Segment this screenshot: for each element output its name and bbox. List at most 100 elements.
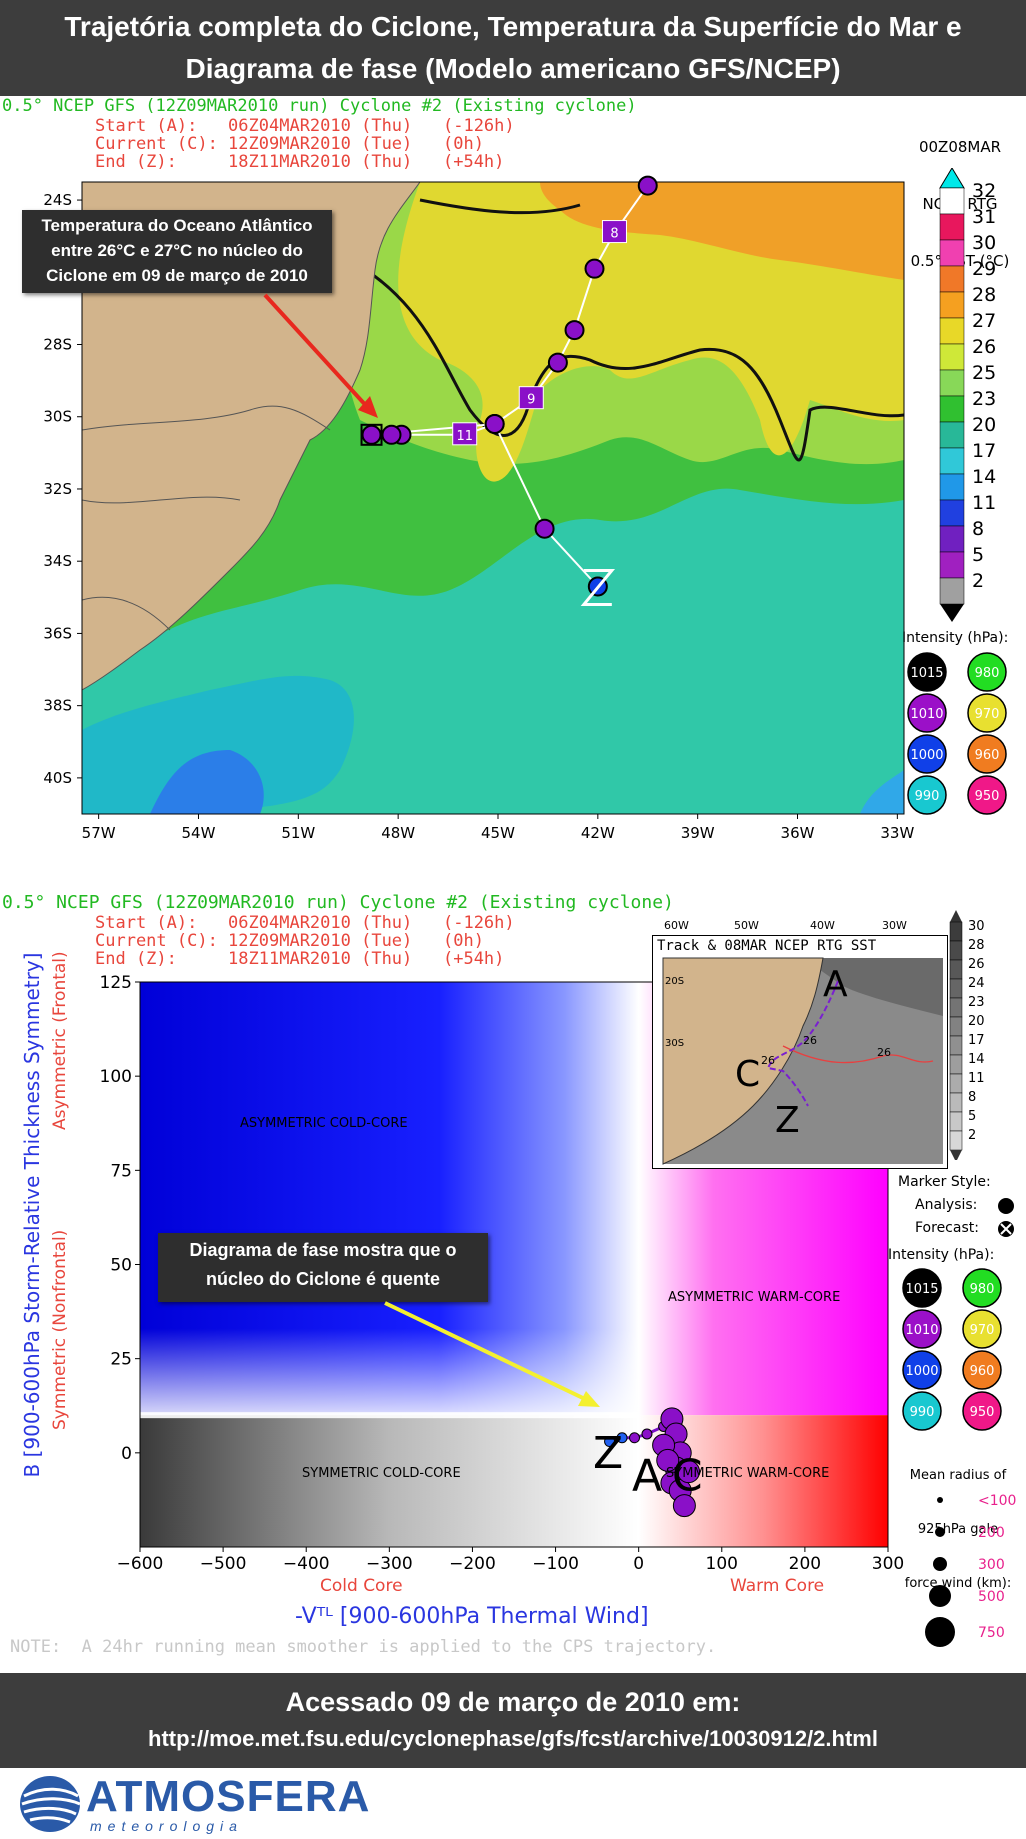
start-square <box>360 423 383 446</box>
intensity-circle <box>902 1350 942 1390</box>
scale-label: 32 <box>972 180 996 202</box>
intensity-label: 950 <box>975 789 1000 804</box>
phase-x-warm: Warm Core <box>730 1576 825 1596</box>
scale-label: 2 <box>972 570 984 592</box>
phase-intensity-legend: 1015 980 1010 970 1000 960 990 950 <box>902 1268 1002 1431</box>
y-tick-label: 100 <box>100 1067 132 1087</box>
inset-warm-water <box>803 958 943 1016</box>
cyclone-phase-diagram: −600 −500 −400 −300 −200 −100 0 100 200 300 0 25 50 7… <box>100 973 905 1574</box>
scale-label: 31 <box>972 206 996 228</box>
inset-scale-bin <box>949 959 963 980</box>
scale-bin <box>939 369 965 397</box>
intensity-label: 1000 <box>910 748 943 763</box>
inset-land <box>662 957 824 1165</box>
logo-subtext: meteorologia <box>90 1818 243 1834</box>
radius-title: Mean radius of 925hPa gale force wind (k… <box>890 1431 1026 1611</box>
inset-lat-30s: 30S <box>665 1038 684 1049</box>
ocean-17c-patch <box>860 770 904 814</box>
intensity-label: 1010 <box>910 707 943 722</box>
scale-bin <box>939 473 965 501</box>
inset-scale-bin <box>949 978 963 999</box>
inset-scale-bin <box>949 1016 963 1037</box>
scale-bin <box>939 187 965 215</box>
y-tick-label: 125 <box>100 973 132 993</box>
radius-dot <box>937 1497 943 1503</box>
phase-letter-z: Z <box>593 1428 623 1479</box>
track-point <box>564 320 585 341</box>
contour-28c <box>419 198 581 215</box>
x-tick-label: 0 <box>633 1554 644 1574</box>
inset-scale-label: 8 <box>968 1090 976 1105</box>
inset-scale-bars: 30 28 26 24 23 20 17 14 11 8 5 2 <box>949 910 985 1160</box>
ocean-20c-patch <box>82 675 354 814</box>
x-tick-label: 100 <box>706 1554 738 1574</box>
end-z-marker <box>580 568 616 606</box>
sst-scale-bars: 32 31 30 29 28 27 26 25 23 20 17 14 11 8 5 2 <box>939 168 996 622</box>
intensity-label: 1015 <box>910 666 943 681</box>
x-tick-label: 300 <box>872 1554 904 1574</box>
intensity-label: 990 <box>910 1405 935 1420</box>
phase-point <box>604 1436 616 1448</box>
asym-cold-fade <box>140 982 639 1416</box>
top-banner: Trajetória completa do Ciclone, Temperat… <box>0 0 1026 96</box>
lon-tick-label: 48W <box>381 824 415 842</box>
inset-letter-c: C <box>735 1054 760 1095</box>
inset-scale-label: 28 <box>968 938 985 953</box>
scale-label: 20 <box>972 414 996 436</box>
map-frame <box>81 181 905 815</box>
intensity-label: 1000 <box>905 1364 938 1379</box>
phase-letter-c: C <box>672 1451 703 1502</box>
scale-bin <box>939 239 965 267</box>
intensity-circle <box>902 1309 942 1349</box>
border-line-3 <box>82 596 171 631</box>
map-start-line: Start (A): 06Z04MAR2010 (Thu) (-126h) <box>95 116 515 136</box>
scale-label: 11 <box>972 492 996 514</box>
scale-label: 25 <box>972 362 996 384</box>
map-run-title: 0.5° NCEP GFS (12Z09MAR2010 run) Cyclone… <box>2 96 637 116</box>
lon-tick-label: 36W <box>781 824 815 842</box>
map-axes: 24S26S28S30S32S34S36S38S40S57W54W51W48W4… <box>43 191 914 842</box>
track-day-marker <box>518 386 544 410</box>
scale-bin <box>939 291 965 319</box>
x-tick-label: −600 <box>117 1554 164 1574</box>
quadrant-sym-warm: SYMMETRIC WARM-CORE <box>666 1466 830 1481</box>
phase-y-sym: Symmetric (Nonfrontal) <box>50 1229 70 1430</box>
phase-point <box>641 1428 653 1440</box>
lon-tick-label: 54W <box>182 824 216 842</box>
map-callout-arrow <box>263 293 378 418</box>
border-line-2 <box>82 496 241 504</box>
scale-label: 29 <box>972 258 996 280</box>
atmosfera-logo: ATMOSFERA meteorologia <box>14 1770 414 1836</box>
inset-contour-label-3: 26 <box>877 1046 891 1059</box>
inset-contour-label-1: 26 <box>761 1054 775 1067</box>
sst-title-1: 00Z08MAR <box>918 138 1002 156</box>
scale-label: 5 <box>972 544 984 566</box>
radius-label: <100 <box>978 1493 1016 1509</box>
scale-label: 8 <box>972 518 984 540</box>
source-url[interactable]: http://moe.met.fsu.edu/cyclonephase/gfs/… <box>148 1726 878 1751</box>
track-point <box>534 518 555 539</box>
inset-scale-bin <box>949 940 963 961</box>
radius-dot <box>935 1527 945 1537</box>
lat-tick-label: 34S <box>43 552 72 570</box>
y-tick-label: 50 <box>110 1256 132 1276</box>
intensity-circle <box>907 693 947 733</box>
intensity-circle <box>967 775 1007 815</box>
x-tick-label: −400 <box>283 1554 330 1574</box>
phase-end-line: End (Z): 18Z11MAR2010 (Thu) (+54h) <box>95 949 505 969</box>
intensity-circle <box>962 1391 1002 1431</box>
inset-letter-z: Z <box>775 1100 800 1141</box>
phase-current-line: Current (C): 12Z09MAR2010 (Tue) (0h) <box>95 931 484 951</box>
inset-scale-bin <box>949 997 963 1018</box>
inset-scale-label: 24 <box>968 976 985 991</box>
logo-text: ATMOSFERA <box>86 1772 371 1821</box>
banner-title-line2: Diagrama de fase (Modelo americano GFS/N… <box>185 53 841 84</box>
phase-xlabel: -Vᵀᴸ [900-600hPa Thermal Wind] <box>295 1604 649 1629</box>
inset-title: Track & 08MAR NCEP RTG SST <box>657 938 877 954</box>
scale-bin <box>939 421 965 449</box>
phase-y-asym: Asymmetric (Frontal) <box>50 951 70 1130</box>
logo-swirl-icon <box>20 1776 81 1832</box>
inset-scale-label: 23 <box>968 995 985 1010</box>
lat-tick-label: 28S <box>43 336 72 354</box>
marker-style-icons <box>998 1198 1014 1237</box>
